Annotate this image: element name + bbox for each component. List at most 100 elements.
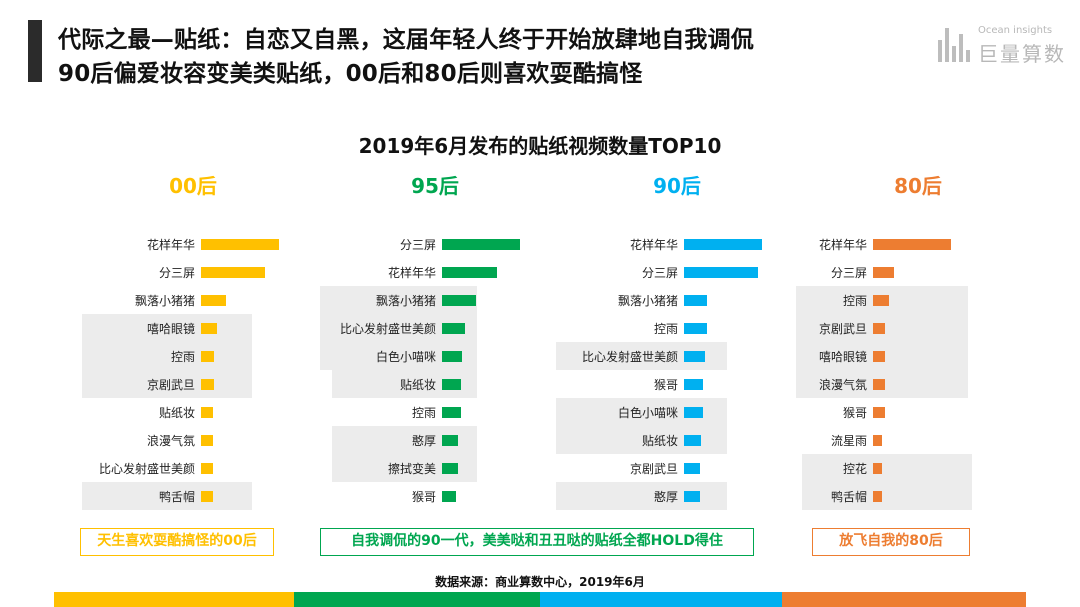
bar xyxy=(873,379,886,390)
logo-text-en: Ocean insights xyxy=(978,25,1053,36)
bar xyxy=(442,323,466,334)
category-label: 鸭舌帽 xyxy=(830,490,867,504)
category-label: 花样年华 xyxy=(818,238,867,252)
bar xyxy=(873,323,886,334)
bar xyxy=(442,351,463,362)
bar xyxy=(442,379,461,390)
category-label: 分三屏 xyxy=(399,238,436,252)
category-label: 白色小喵咪 xyxy=(617,406,678,420)
panel-label-3: 80后 xyxy=(894,174,942,198)
bar xyxy=(201,491,213,502)
row-highlight xyxy=(802,454,972,482)
title-accent-bar xyxy=(28,20,42,82)
category-label: 贴纸妆 xyxy=(158,406,195,420)
bar xyxy=(442,463,458,474)
category-label: 猴哥 xyxy=(842,406,867,420)
row-highlight xyxy=(82,482,252,510)
row-highlight xyxy=(82,370,252,398)
row-highlight xyxy=(82,314,252,342)
bar xyxy=(684,435,702,446)
bar xyxy=(873,239,951,250)
category-label: 浪漫气氛 xyxy=(818,378,867,392)
data-source: 数据来源：商业算数中心，2019年6月 xyxy=(435,575,645,589)
footer-stripe-orange xyxy=(782,592,1026,607)
category-label: 猴哥 xyxy=(411,490,436,504)
logo-bars-icon xyxy=(938,26,972,62)
category-label: 比心发射盛世美颜 xyxy=(339,322,436,336)
category-label: 贴纸妆 xyxy=(641,434,678,448)
category-label: 擦拭变美 xyxy=(387,462,436,476)
category-label: 飘落小猪猪 xyxy=(375,294,436,308)
footer-stripe-green xyxy=(294,592,540,607)
summary-box-3: 放飞自我的80后 xyxy=(812,528,970,556)
footer-stripe-yellow xyxy=(54,592,294,607)
bar xyxy=(873,267,895,278)
bar xyxy=(684,323,708,334)
bar xyxy=(873,407,886,418)
category-label: 飘落小猪猪 xyxy=(617,294,678,308)
bar xyxy=(201,435,213,446)
row-highlight xyxy=(82,342,252,370)
bar xyxy=(201,351,215,362)
category-label: 控雨 xyxy=(170,350,195,364)
category-label: 京剧武旦 xyxy=(146,378,195,392)
summary-box-0: 天生喜欢耍酷搞怪的00后 xyxy=(80,528,274,556)
category-label: 花样年华 xyxy=(146,238,195,252)
footer-stripe-blue xyxy=(540,592,782,607)
category-label: 贴纸妆 xyxy=(399,378,436,392)
summary-box-1: 自我调侃的90一代，美美哒和丑丑哒的贴纸全都HOLD得住 xyxy=(320,528,754,556)
bar xyxy=(873,491,882,502)
bar xyxy=(442,267,498,278)
category-label: 花样年华 xyxy=(629,238,678,252)
bar xyxy=(442,407,461,418)
bar xyxy=(201,267,265,278)
page-subtitle: 90后偏爱妆容变美类贴纸，00后和80后则喜欢耍酷搞怪 xyxy=(58,61,643,87)
category-label: 分三屏 xyxy=(830,266,867,280)
category-label: 控雨 xyxy=(411,406,436,420)
bar xyxy=(684,239,762,250)
row-highlight xyxy=(556,482,727,510)
category-label: 猴哥 xyxy=(653,378,678,392)
bar xyxy=(873,351,886,362)
brand-logo: Ocean insights 巨量算数 xyxy=(938,18,1074,66)
category-label: 鸭舌帽 xyxy=(158,490,195,504)
category-label: 京剧武旦 xyxy=(629,462,678,476)
bar xyxy=(684,351,706,362)
bar xyxy=(684,491,700,502)
bar xyxy=(201,379,215,390)
chart-title: 2019年6月发布的贴纸视频数量TOP10 xyxy=(358,134,722,158)
category-label: 嘻哈眼镜 xyxy=(146,322,195,336)
row-highlight xyxy=(802,482,972,510)
bar xyxy=(684,379,703,390)
bar xyxy=(442,435,458,446)
category-label: 分三屏 xyxy=(641,266,678,280)
bar xyxy=(684,267,759,278)
bar xyxy=(442,239,520,250)
bar xyxy=(873,463,882,474)
bar xyxy=(201,323,217,334)
panel-label-0: 00后 xyxy=(169,174,217,198)
category-label: 控雨 xyxy=(842,294,867,308)
bar xyxy=(442,295,477,306)
page-title: 代际之最—贴纸：自恋又自黑，这届年轻人终于开始放肆地自我调侃 xyxy=(58,27,754,53)
category-label: 憨厚 xyxy=(411,434,436,448)
bar xyxy=(684,295,708,306)
category-label: 控花 xyxy=(842,462,867,476)
bar xyxy=(201,295,226,306)
panel-label-1: 95后 xyxy=(411,174,459,198)
bar xyxy=(201,407,213,418)
category-label: 白色小喵咪 xyxy=(375,350,436,364)
bar xyxy=(684,463,700,474)
category-label: 控雨 xyxy=(653,322,678,336)
category-label: 飘落小猪猪 xyxy=(134,294,195,308)
category-label: 比心发射盛世美颜 xyxy=(581,350,678,364)
category-label: 流星雨 xyxy=(830,434,867,448)
bar xyxy=(873,295,889,306)
category-label: 憨厚 xyxy=(653,490,678,504)
category-label: 京剧武旦 xyxy=(818,322,867,336)
bar xyxy=(684,407,703,418)
bar xyxy=(201,239,279,250)
category-label: 浪漫气氛 xyxy=(146,434,195,448)
bar xyxy=(201,463,213,474)
